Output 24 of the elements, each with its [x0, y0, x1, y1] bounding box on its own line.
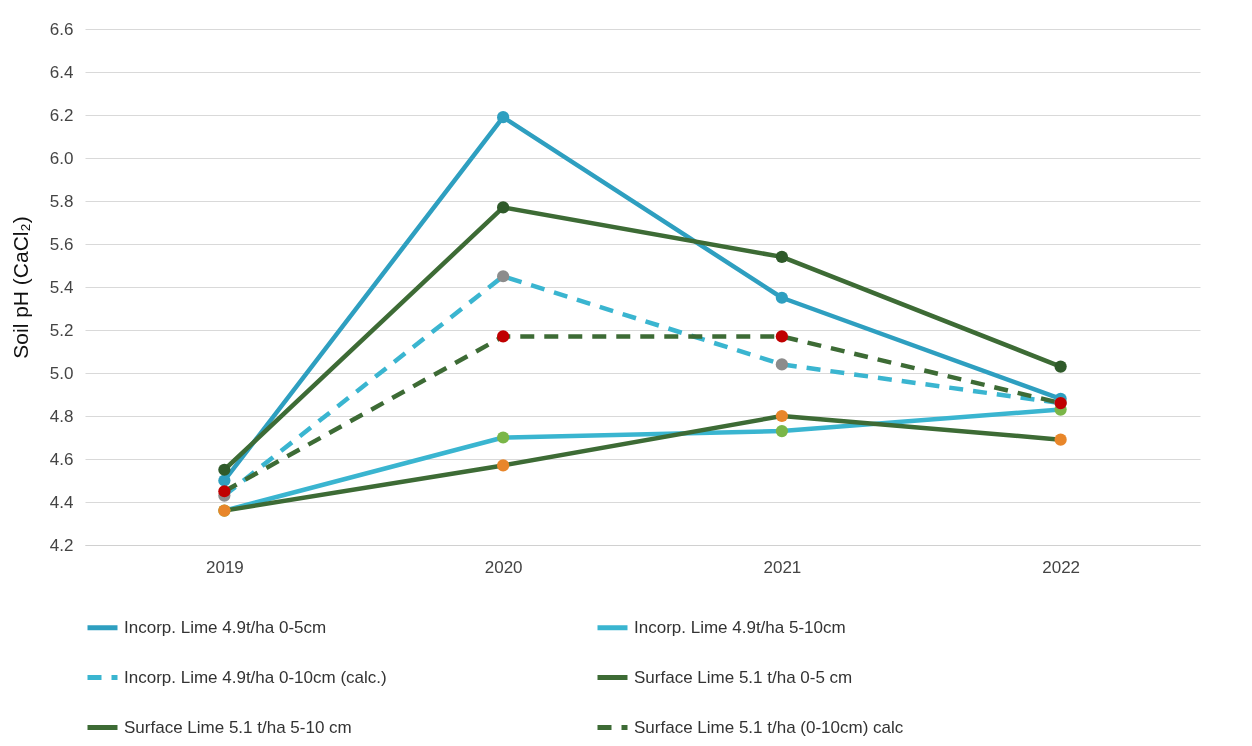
- x-tick-label: 2022: [1042, 557, 1081, 577]
- y-tick-label: 5.0: [49, 363, 74, 383]
- legend-label: Incorp. Lime 4.9t/ha 0-10cm (calc.): [124, 667, 387, 687]
- legend-label: Incorp. Lime 4.9t/ha 5-10cm: [634, 617, 846, 637]
- legend-label: Surface Lime 5.1 t/ha 0-5 cm: [634, 667, 853, 687]
- y-tick-label: 5.8: [49, 191, 74, 211]
- y-tick-label: 4.4: [49, 492, 74, 512]
- legend-label: Surface Lime 5.1 t/ha (0-10cm) calc: [634, 717, 904, 737]
- legend-label: Surface Lime 5.1 t/ha 5-10 cm: [124, 717, 352, 737]
- y-tick-label: 5.2: [49, 320, 74, 340]
- y-tick-label: 5.6: [49, 234, 74, 254]
- legend-label: Incorp. Lime 4.9t/ha 0-5cm: [124, 617, 327, 637]
- y-tick-label: 6.0: [49, 148, 74, 168]
- y-tick-label: 5.4: [49, 277, 74, 297]
- x-tick-label: 2021: [763, 557, 802, 577]
- x-tick-label: 2020: [484, 557, 523, 577]
- y-tick-label: 4.8: [49, 406, 74, 426]
- y-tick-label: 6.6: [49, 19, 74, 39]
- x-tick-label: 2019: [205, 557, 244, 577]
- y-tick-label: 6.4: [49, 62, 74, 82]
- y-axis-title: Soil pH (CaCl₂): [8, 216, 32, 359]
- y-tick-label: 4.2: [49, 535, 74, 555]
- y-tick-label: 4.6: [49, 449, 74, 469]
- y-tick-label: 6.2: [49, 105, 74, 125]
